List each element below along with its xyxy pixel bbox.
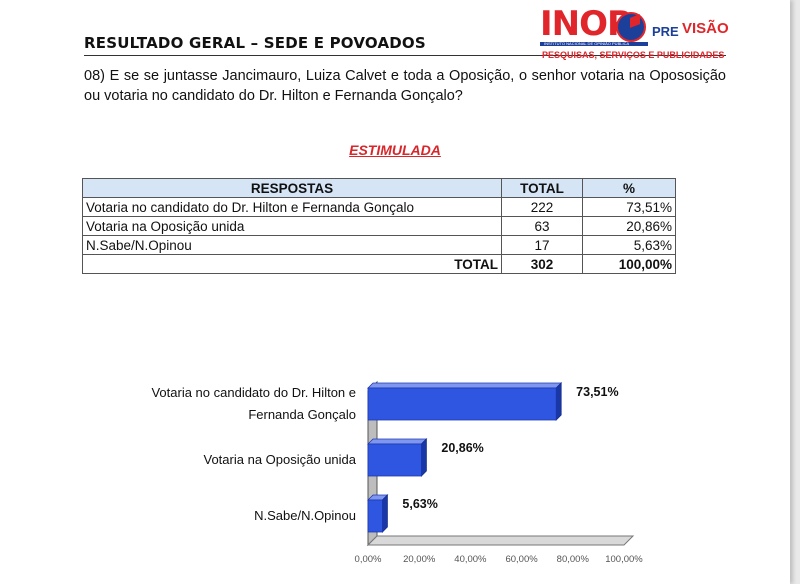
logo-bar xyxy=(540,42,648,46)
logo-globe-icon xyxy=(616,12,646,42)
bar-top-face xyxy=(367,382,563,389)
mode-heading: ESTIMULADA xyxy=(0,142,790,160)
row-total: 63 xyxy=(501,216,583,236)
total-pct: 100,00% xyxy=(582,254,676,274)
x-tick-label: 60,00% xyxy=(505,554,538,565)
row-total: 17 xyxy=(501,235,583,255)
header-total: TOTAL xyxy=(501,178,583,198)
category-label: Votaria na Oposição unida xyxy=(81,449,357,471)
category-label: N.Sabe/N.Opinou xyxy=(81,505,356,527)
table-total-row: TOTAL 302 100,00% xyxy=(82,254,676,274)
results-bar-chart: Votaria no candidato do Dr. Hilton e Fern… xyxy=(80,360,680,580)
bar-value-label: 73,51% xyxy=(576,385,618,399)
category-label-line: Fernanda Gonçalo xyxy=(248,407,356,422)
bar-top-face xyxy=(367,438,428,445)
row-label: Votaria no candidato do Dr. Hilton e Fer… xyxy=(82,197,502,217)
bar xyxy=(367,499,383,533)
category-label-line: Votaria na Oposição unida xyxy=(203,452,357,467)
chart-svg: 73,51% 20,86% 5,63% 0,00% 20,00% 40,00% 60,00%… xyxy=(355,380,643,565)
row-pct: 73,51% xyxy=(582,197,676,217)
header-respostas: RESPOSTAS xyxy=(82,178,502,198)
table-row: Votaria no candidato do Dr. Hilton e Fer… xyxy=(82,197,676,217)
table-row: N.Sabe/N.Opinou 17 5,63% xyxy=(82,235,676,255)
x-tick-label: 80,00% xyxy=(557,554,590,565)
row-label: Votaria na Oposição unida xyxy=(82,216,502,236)
header-rule xyxy=(84,55,726,56)
total-count: 302 xyxy=(501,254,583,274)
logo-small-text: INSTITUTO NACIONAL DE OPINIÃO PÚBLICA xyxy=(544,41,630,46)
bar-side-face xyxy=(555,382,562,421)
table-header-row: RESPOSTAS TOTAL % xyxy=(82,178,676,198)
page-title: RESULTADO GERAL – SEDE E POVOADOS xyxy=(84,34,426,52)
question-text: 08) E se se juntasse Jancimauro, Luiza C… xyxy=(84,68,726,104)
logo-subtitle: PESQUISAS, SERVIÇOS E PUBLICIDADES xyxy=(542,50,725,60)
logo-visao-text: VISÃO xyxy=(682,20,729,37)
category-label-line: N.Sabe/N.Opinou xyxy=(254,508,356,523)
x-tick-label: 40,00% xyxy=(454,554,487,565)
bar-value-label: 20,86% xyxy=(441,441,483,455)
x-tick-label: 0,00% xyxy=(355,554,382,565)
row-pct: 20,86% xyxy=(582,216,676,236)
bar-side-face xyxy=(421,438,427,477)
bar-side-face xyxy=(382,494,388,533)
bar xyxy=(367,387,557,421)
row-pct: 5,63% xyxy=(582,235,676,255)
table-row: Votaria na Oposição unida 63 20,86% xyxy=(82,216,676,236)
bar-value-label: 5,63% xyxy=(402,497,437,511)
results-table: RESPOSTAS TOTAL % Votaria no candidato d… xyxy=(82,178,676,274)
logo-pre-text: PRE xyxy=(652,24,679,39)
category-label-line: Votaria no candidato do Dr. Hilton e xyxy=(151,385,356,400)
total-label: TOTAL xyxy=(82,254,502,274)
row-label: N.Sabe/N.Opinou xyxy=(82,235,502,255)
header-pct: % xyxy=(582,178,676,198)
chart-floor xyxy=(366,535,635,546)
x-tick-label: 100,00% xyxy=(605,554,643,565)
company-logo: INOP PRE VISÃO INSTITUTO NACIONAL DE OPI… xyxy=(536,6,736,60)
row-total: 222 xyxy=(501,197,583,217)
mode-label: ESTIMULADA xyxy=(349,142,441,158)
bar xyxy=(367,443,422,477)
x-tick-label: 20,00% xyxy=(403,554,436,565)
category-label: Votaria no candidato do Dr. Hilton e Fern… xyxy=(81,382,356,426)
